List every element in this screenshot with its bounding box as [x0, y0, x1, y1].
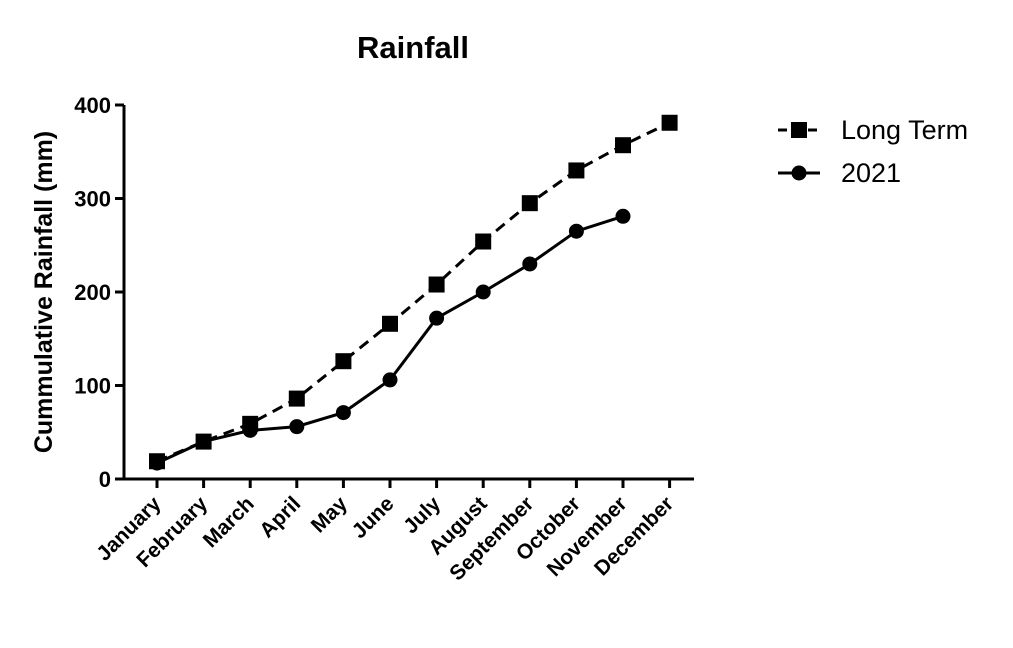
- data-point: [288, 390, 305, 407]
- data-point: [335, 405, 351, 421]
- x-tick-label: June: [348, 492, 399, 543]
- data-point: [428, 276, 445, 293]
- x-tick-label: May: [307, 492, 352, 537]
- data-point: [429, 310, 445, 326]
- data-point: [289, 419, 305, 435]
- data-point: [615, 137, 631, 154]
- legend-marker: [791, 122, 807, 138]
- y-tick-label: 300: [74, 187, 111, 212]
- y-tick-label: 200: [74, 280, 111, 305]
- data-point: [522, 256, 538, 272]
- legend-item: 2021: [778, 158, 901, 188]
- series-layer: [149, 114, 678, 471]
- data-point: [661, 114, 678, 131]
- series-2021: [149, 208, 631, 471]
- y-tick-label: 0: [99, 467, 111, 492]
- data-point: [475, 233, 492, 250]
- y-tick-label: 400: [74, 93, 111, 118]
- data-point: [521, 195, 538, 212]
- series-long-term: [149, 114, 678, 470]
- series-line-long-term: [156, 121, 671, 463]
- data-point: [196, 434, 212, 450]
- data-point: [615, 208, 631, 224]
- legend: Long Term 2021: [778, 115, 968, 188]
- y-axis-label: Cummulative Rainfall (mm): [30, 131, 58, 453]
- data-point: [382, 315, 398, 332]
- data-point: [382, 372, 398, 388]
- x-tick-label: March: [199, 492, 259, 552]
- legend-label: 2021: [841, 158, 901, 188]
- legend-marker: [791, 165, 807, 181]
- data-point: [568, 162, 585, 179]
- data-point: [149, 455, 165, 471]
- chart-title: Rainfall: [357, 30, 469, 65]
- data-point: [568, 223, 584, 239]
- series-line-2021: [156, 214, 624, 465]
- data-point: [242, 422, 258, 438]
- x-tick-label: April: [255, 492, 305, 542]
- y-tick-label: 100: [74, 374, 111, 399]
- data-point: [475, 284, 491, 300]
- legend-item: Long Term: [778, 115, 968, 145]
- data-point: [335, 353, 352, 370]
- legend-label: Long Term: [841, 115, 968, 145]
